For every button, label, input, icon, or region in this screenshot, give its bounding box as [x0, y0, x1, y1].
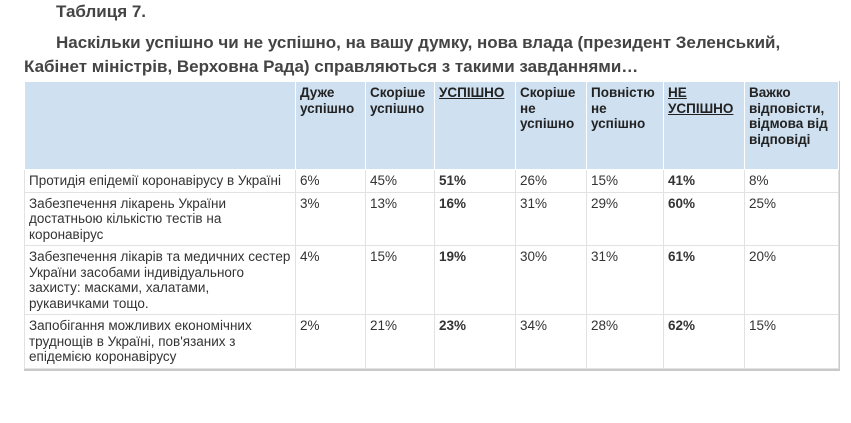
value-cell: 20% — [744, 245, 839, 315]
task-cell: Протидія епідемії коронавірусу в Україні — [24, 169, 296, 193]
table-row: Протидія епідемії коронавірусу в Україні… — [24, 169, 839, 193]
value-cell: 31% — [515, 191, 587, 246]
value-cell: 29% — [586, 191, 664, 246]
results-table-container: Дуже успішно Скоріше успішно УСПІШНО Ско… — [24, 81, 840, 371]
table-row: Забезпечення лікарень України достатньою… — [24, 191, 839, 246]
value-cell: 2% — [295, 314, 366, 369]
value-cell: 6% — [295, 169, 366, 193]
value-cell: 15% — [744, 314, 839, 369]
header-very-successful: Дуже успішно — [295, 81, 366, 170]
table-row: Забезпечення лікарів та медичних сестер … — [24, 245, 839, 315]
task-cell: Забезпечення лікарень України достатньою… — [24, 191, 296, 246]
value-cell: 15% — [586, 169, 664, 193]
header-unsuccessful-total: НЕ УСПІШНО — [663, 81, 745, 170]
value-cell: 45% — [365, 169, 435, 193]
value-cell: 3% — [295, 191, 366, 246]
value-cell: 23% — [434, 314, 516, 369]
table-header-row: Дуже успішно Скоріше успішно УСПІШНО Ско… — [24, 81, 839, 170]
header-rather-successful: Скоріше успішно — [365, 81, 435, 170]
value-cell: 60% — [663, 191, 745, 246]
header-hard-to-say: Важко відповісти, відмова від відповіді — [744, 81, 839, 170]
value-cell: 26% — [515, 169, 587, 193]
value-cell: 25% — [744, 191, 839, 246]
header-rather-unsuccessful: Скоріше не успішно — [515, 81, 587, 170]
task-cell: Запобігання можливих економічних труднощ… — [24, 314, 296, 369]
header-successful-total: УСПІШНО — [434, 81, 516, 170]
value-cell: 28% — [586, 314, 664, 369]
value-cell: 30% — [515, 245, 587, 315]
value-cell: 16% — [434, 191, 516, 246]
value-cell: 62% — [663, 314, 745, 369]
table-row: Запобігання можливих економічних труднощ… — [24, 314, 839, 369]
value-cell: 8% — [744, 169, 839, 193]
value-cell: 51% — [434, 169, 516, 193]
value-cell: 34% — [515, 314, 587, 369]
results-table: Дуже успішно Скоріше успішно УСПІШНО Ско… — [24, 81, 839, 369]
value-cell: 41% — [663, 169, 745, 193]
task-cell: Забезпечення лікарів та медичних сестер … — [24, 245, 296, 315]
value-cell: 4% — [295, 245, 366, 315]
header-fully-unsuccessful: Повністю не успішно — [586, 81, 664, 170]
header-task — [24, 81, 296, 170]
value-cell: 31% — [586, 245, 664, 315]
value-cell: 19% — [434, 245, 516, 315]
value-cell: 15% — [365, 245, 435, 315]
table-label: Таблиця 7. — [56, 2, 147, 21]
value-cell: 61% — [663, 245, 745, 315]
survey-question: Наскільки успішно чи не успішно, на вашу… — [24, 33, 781, 76]
value-cell: 13% — [365, 191, 435, 246]
value-cell: 21% — [365, 314, 435, 369]
